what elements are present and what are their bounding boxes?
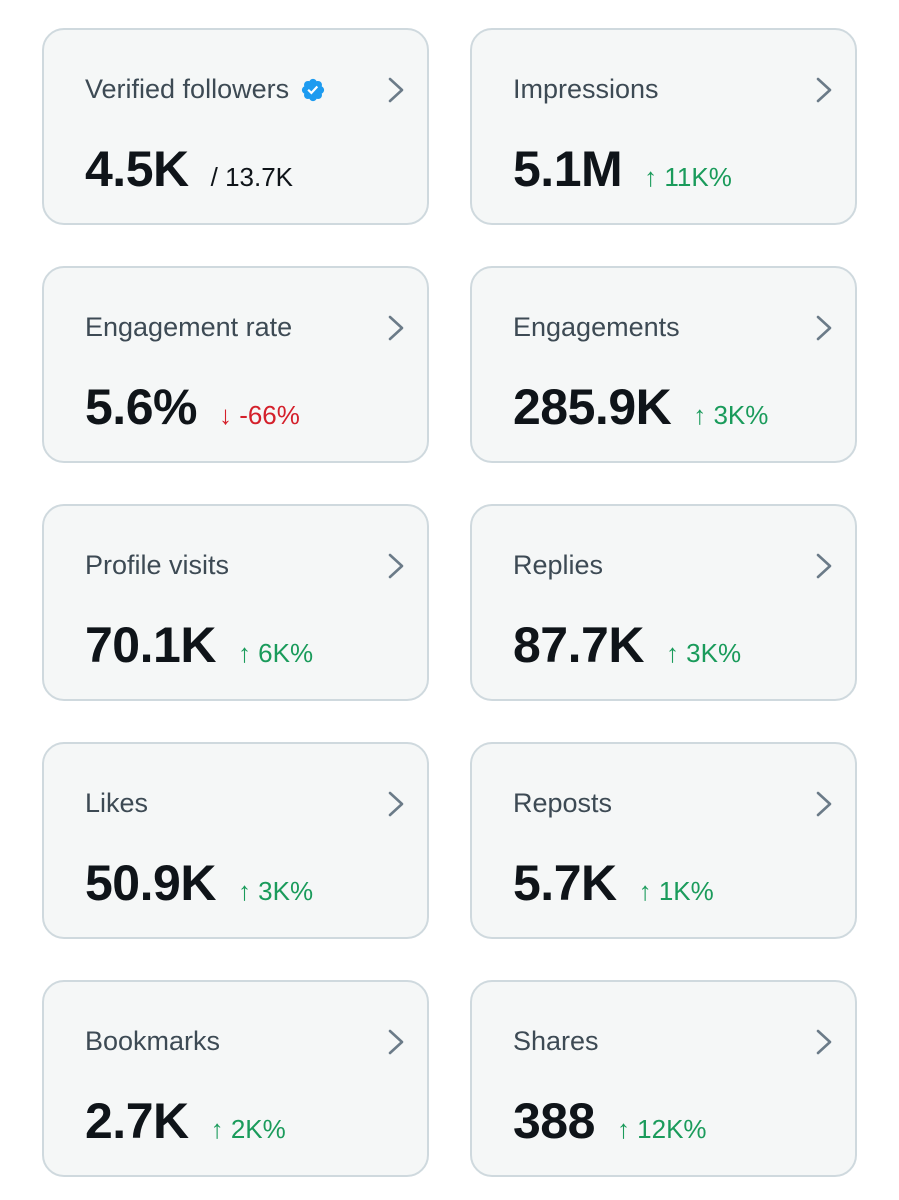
metric-value: 388 (513, 1093, 595, 1149)
metric-label: Shares (513, 1026, 599, 1056)
metric-label: Verified followers (85, 74, 290, 104)
chevron-right-icon[interactable] (385, 1028, 407, 1056)
chevron-right-icon[interactable] (385, 552, 407, 580)
metric-value-row: 5.7K ↑ 1K% (513, 854, 714, 912)
verified-badge-icon (302, 78, 325, 101)
chevron-right-icon[interactable] (813, 314, 835, 342)
metric-title: Shares (513, 1026, 599, 1057)
metric-card-replies[interactable]: Replies 87.7K ↑ 3K% (470, 504, 857, 701)
metric-card-bookmarks[interactable]: Bookmarks 2.7K ↑ 2K% (42, 980, 429, 1177)
metric-label: Reposts (513, 788, 613, 818)
metric-card-likes[interactable]: Likes 50.9K ↑ 3K% (42, 742, 429, 939)
metric-value: 5.7K (513, 855, 617, 911)
metric-change: ↑ 1K% (638, 876, 714, 906)
chevron-right-icon[interactable] (813, 552, 835, 580)
metric-change: ↑ 2K% (210, 1114, 286, 1144)
metric-change: ↑ 12K% (616, 1114, 707, 1144)
metric-card-engagement-rate[interactable]: Engagement rate 5.6% ↓ -66% (42, 266, 429, 463)
metric-title: Profile visits (85, 550, 229, 581)
metric-value: 50.9K (85, 855, 216, 911)
metric-card-impressions[interactable]: Impressions 5.1M ↑ 11K% (470, 28, 857, 225)
metrics-grid: Verified followers 4.5K / 13.7K Impressi… (42, 28, 857, 1177)
metric-value: 70.1K (85, 617, 216, 673)
metric-value-row: 50.9K ↑ 3K% (85, 854, 313, 912)
metric-value-row: 2.7K ↑ 2K% (85, 1092, 286, 1150)
metric-label: Likes (85, 788, 149, 818)
chevron-right-icon[interactable] (385, 76, 407, 104)
metric-card-shares[interactable]: Shares 388 ↑ 12K% (470, 980, 857, 1177)
metric-label: Replies (513, 550, 604, 580)
metric-label: Bookmarks (85, 1026, 221, 1056)
metric-value: 2.7K (85, 1093, 189, 1149)
metric-title: Verified followers (85, 74, 326, 105)
metric-change: ↑ 3K% (237, 876, 314, 906)
metric-title: Engagement rate (85, 312, 292, 343)
metric-value-row: 70.1K ↑ 6K% (85, 616, 313, 674)
chevron-right-icon[interactable] (813, 790, 835, 818)
metric-value-row: 5.6% ↓ -66% (85, 378, 300, 436)
metric-title: Reposts (513, 788, 612, 819)
metric-title: Replies (513, 550, 603, 581)
metric-label: Engagement rate (85, 312, 293, 342)
metric-title: Likes (85, 788, 148, 819)
metric-card-verified-followers[interactable]: Verified followers 4.5K / 13.7K (42, 28, 429, 225)
metric-value-row: 4.5K / 13.7K (85, 140, 293, 198)
metric-value-row: 5.1M ↑ 11K% (513, 140, 732, 198)
metric-total: / 13.7K (210, 162, 294, 192)
chevron-right-icon[interactable] (385, 314, 407, 342)
metric-title: Bookmarks (85, 1026, 220, 1057)
metric-label: Engagements (513, 312, 680, 342)
metric-card-engagements[interactable]: Engagements 285.9K ↑ 3K% (470, 266, 857, 463)
metric-card-reposts[interactable]: Reposts 5.7K ↑ 1K% (470, 742, 857, 939)
metric-title: Impressions (513, 74, 659, 105)
metric-title: Engagements (513, 312, 680, 343)
metric-change: ↑ 6K% (237, 638, 314, 668)
metric-value: 4.5K (85, 141, 189, 197)
chevron-right-icon[interactable] (813, 76, 835, 104)
metric-change: ↓ -66% (218, 400, 300, 430)
metric-change: ↑ 11K% (644, 162, 732, 192)
chevron-right-icon[interactable] (385, 790, 407, 818)
metric-value-row: 388 ↑ 12K% (513, 1092, 707, 1150)
chevron-right-icon[interactable] (813, 1028, 835, 1056)
metric-change: ↑ 3K% (665, 638, 742, 668)
metric-card-profile-visits[interactable]: Profile visits 70.1K ↑ 6K% (42, 504, 429, 701)
metric-value: 5.6% (85, 379, 197, 435)
metric-value: 87.7K (513, 617, 644, 673)
metric-value-row: 87.7K ↑ 3K% (513, 616, 741, 674)
metric-value-row: 285.9K ↑ 3K% (513, 378, 768, 436)
metric-label: Profile visits (85, 550, 230, 580)
metric-label: Impressions (513, 74, 659, 104)
metric-value: 5.1M (513, 141, 623, 197)
metric-change: ↑ 3K% (693, 400, 769, 430)
metric-value: 285.9K (513, 379, 672, 435)
